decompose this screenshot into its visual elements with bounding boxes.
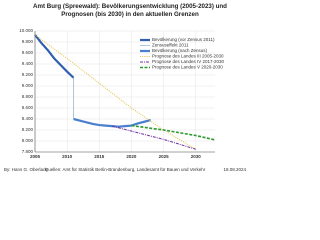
source: Quellen: Amt für Statistik Berlin-Brande… <box>45 167 206 172</box>
y-tick-label: 9.600 <box>22 50 34 55</box>
legend-label: Bevölkerung (nach Zensus) <box>152 48 208 53</box>
chart-title: Amt Burg (Spreewald): Bevölkerungsentwic… <box>33 3 227 18</box>
x-tick-label: 2005 <box>30 154 41 159</box>
legend-label: Zensuseffekt 2011 <box>152 43 189 48</box>
x-tick-label: 2015 <box>94 154 105 159</box>
date: 18.08.2024 <box>223 167 246 172</box>
y-tick-label: 10.000 <box>19 28 33 33</box>
legend-label: Prognose des Landes IV 2017-2030 <box>152 59 225 64</box>
x-tick-label: 2010 <box>62 154 73 159</box>
series-line <box>34 34 196 150</box>
series-line <box>131 124 216 141</box>
page: 7.800 8.000 8.200 8.400 8.600 8.800 9.000 9.200… <box>4 3 246 172</box>
author: By: Hans G. Oberlack <box>4 167 48 172</box>
x-tick-label: 2025 <box>159 154 170 159</box>
x-tick-label: 2020 <box>126 154 137 159</box>
y-tick-label: 9.000 <box>22 83 34 88</box>
series-line <box>34 34 75 79</box>
legend-label: Bevölkerung (vor Zensus 2011) <box>152 37 215 42</box>
y-tick-label: 9.800 <box>22 39 34 44</box>
chart: 7.800 8.000 8.200 8.400 8.600 8.800 9.000 9.200… <box>4 28 246 172</box>
y-tick-label: 9.200 <box>22 72 34 77</box>
y-tick-label: 8.200 <box>22 127 34 132</box>
y-tick-label: 8.800 <box>22 94 34 99</box>
series-line <box>73 117 151 128</box>
y-tick-label: 7.800 <box>22 149 34 154</box>
legend-label: Prognose des Landes III 2005-2030 <box>152 54 224 59</box>
y-tick-label: 8.000 <box>22 138 34 143</box>
y-tick-label: 8.400 <box>22 116 34 121</box>
legend-label: Prognose des Landes V 2020-2030 <box>152 65 223 70</box>
x-tick-label: 2030 <box>191 154 202 159</box>
y-tick-label: 8.600 <box>22 105 34 110</box>
series-line <box>112 125 196 150</box>
y-tick-label: 9.400 <box>22 61 34 66</box>
